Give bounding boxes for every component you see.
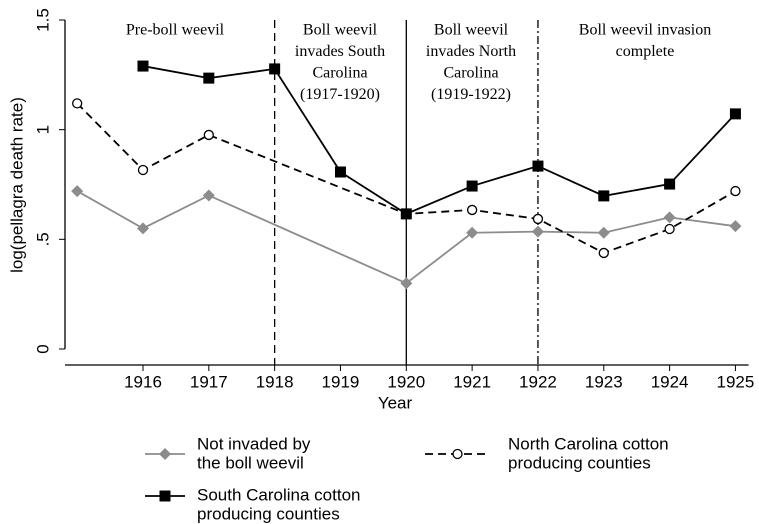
marker bbox=[664, 178, 676, 190]
marker bbox=[202, 189, 215, 202]
marker bbox=[71, 185, 84, 198]
marker bbox=[466, 226, 479, 239]
legend-label: South Carolina cotton bbox=[197, 485, 361, 504]
marker bbox=[729, 108, 741, 120]
x-tick-label: 1925 bbox=[717, 372, 755, 391]
marker bbox=[597, 226, 610, 239]
marker bbox=[531, 225, 544, 238]
annotation: Pre-boll weevil bbox=[126, 22, 225, 39]
annotation: invades North bbox=[426, 43, 516, 60]
annotation: (1917-1920) bbox=[300, 86, 380, 103]
x-tick-label: 1916 bbox=[124, 372, 162, 391]
legend-label: producing counties bbox=[508, 453, 651, 472]
x-tick-label: 1918 bbox=[256, 372, 294, 391]
marker bbox=[532, 213, 544, 225]
legend-label: North Carolina cotton bbox=[508, 434, 669, 453]
annotation: Boll weevil invasion bbox=[579, 22, 711, 39]
marker bbox=[598, 247, 609, 259]
legend-marker bbox=[159, 490, 171, 502]
marker bbox=[400, 277, 413, 290]
marker bbox=[532, 160, 544, 172]
marker bbox=[729, 220, 742, 233]
legend-marker bbox=[159, 448, 171, 460]
x-tick-label: 1922 bbox=[519, 372, 557, 391]
x-tick-label: 1921 bbox=[453, 372, 491, 391]
annotation: Boll weevil bbox=[303, 22, 378, 39]
annotation: invades South bbox=[295, 43, 385, 60]
annotation: complete bbox=[616, 43, 675, 60]
y-tick-label: .5 bbox=[33, 232, 52, 246]
marker bbox=[466, 204, 478, 216]
x-axis-label: Year bbox=[378, 393, 413, 412]
x-tick-label: 1920 bbox=[387, 372, 425, 391]
legend-label: the boll weevil bbox=[197, 453, 304, 472]
series-line bbox=[142, 65, 737, 215]
marker bbox=[269, 63, 281, 75]
legend-label: Not invaded by bbox=[197, 434, 311, 453]
marker bbox=[334, 166, 346, 178]
marker bbox=[466, 180, 478, 192]
legend-label: producing counties bbox=[197, 504, 340, 523]
marker bbox=[136, 222, 149, 235]
marker bbox=[137, 164, 149, 176]
marker bbox=[664, 223, 675, 235]
marker bbox=[203, 129, 214, 141]
y-axis-label: log(pellagra death rate) bbox=[7, 97, 26, 273]
legend-marker bbox=[452, 448, 463, 460]
x-tick-label: 1923 bbox=[585, 372, 623, 391]
marker bbox=[598, 190, 610, 202]
y-tick-label: 0 bbox=[33, 344, 52, 353]
annotation: Boll weevil bbox=[434, 22, 509, 39]
annotation: Carolina bbox=[443, 65, 498, 82]
y-tick-label: 1.5 bbox=[33, 8, 52, 32]
marker bbox=[730, 185, 741, 197]
x-tick-label: 1924 bbox=[651, 372, 689, 391]
marker bbox=[663, 211, 676, 224]
annotation: Carolina bbox=[312, 65, 367, 82]
marker bbox=[400, 208, 412, 220]
y-tick-label: 1 bbox=[33, 125, 52, 134]
marker bbox=[137, 60, 149, 72]
x-tick-label: 1917 bbox=[190, 372, 228, 391]
x-tick-label: 1919 bbox=[322, 372, 360, 391]
marker bbox=[203, 72, 215, 84]
marker bbox=[72, 98, 83, 109]
annotation: (1919-1922) bbox=[431, 86, 511, 103]
